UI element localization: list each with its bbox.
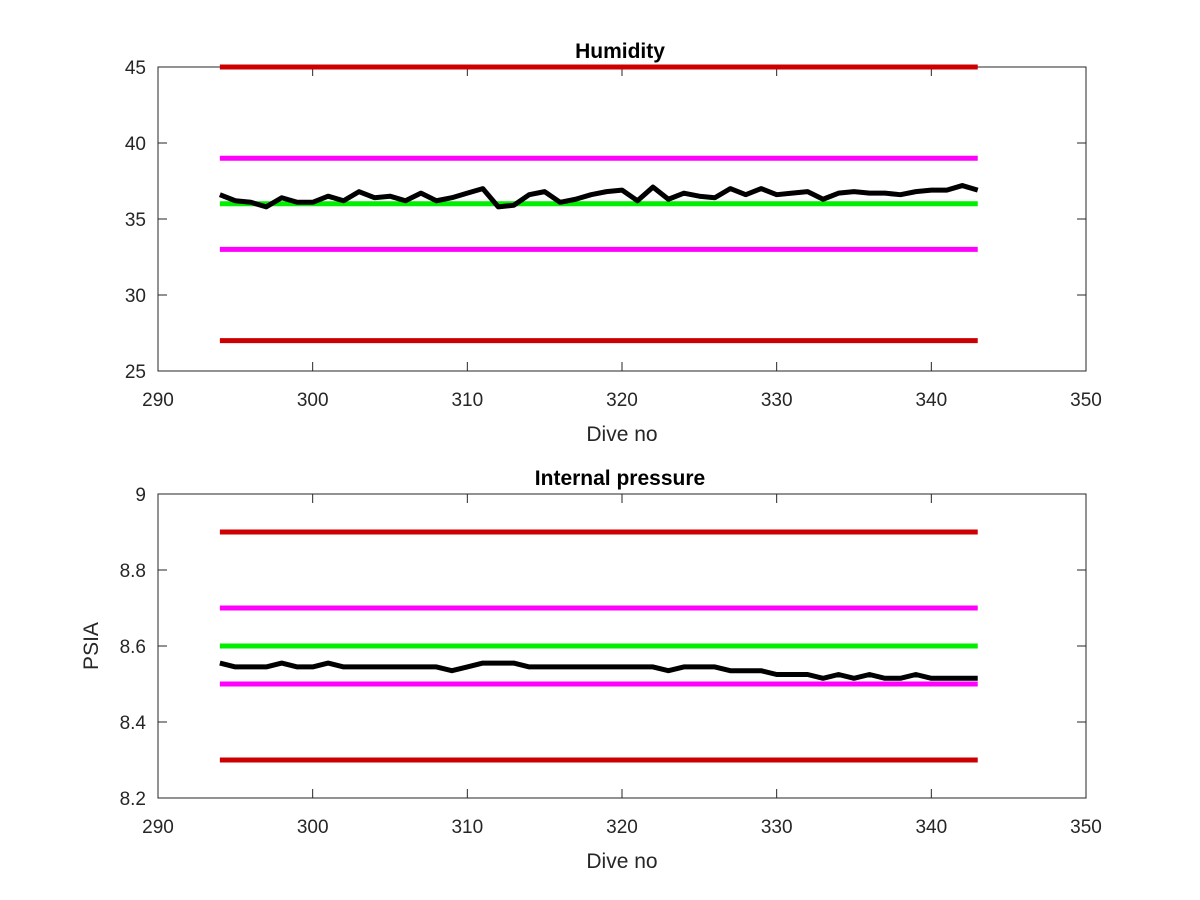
pressure-title: Internal pressure [535, 467, 705, 490]
pressure-x-tick-label: 330 [761, 817, 793, 838]
pressure-y-tick-label: 8.2 [120, 789, 146, 810]
pressure-x-tick-label: 320 [606, 817, 638, 838]
humidity-axes-box [157, 66, 1087, 372]
pressure-x-tick-label: 350 [1070, 817, 1102, 838]
pressure-y-tick-label: 8.4 [120, 713, 147, 734]
humidity-x-tick-label: 320 [606, 390, 638, 411]
humidity-y-tick-label: 45 [125, 58, 146, 79]
pressure-y-axis-label: PSIA [80, 622, 103, 670]
pressure-y-tick-label: 8.6 [120, 637, 146, 658]
pressure-x-tick-label: 340 [915, 817, 947, 838]
pressure-x-tick-label: 310 [451, 817, 483, 838]
humidity-x-tick-label: 300 [297, 390, 329, 411]
pressure-y-tick-label: 8.8 [120, 561, 146, 582]
internal-pressure-plot: 290 300 310 320 330 340 350 8.2 8.4 8.6 8.8 9 Intern… [80, 467, 1102, 873]
humidity-x-axis-label: Dive no [586, 423, 657, 446]
humidity-x-tick-label: 340 [915, 390, 947, 411]
humidity-x-tick-label: 350 [1070, 390, 1102, 411]
humidity-x-tick-label: 330 [761, 390, 793, 411]
humidity-y-tick-label: 35 [125, 210, 146, 231]
humidity-y-tick-label: 40 [125, 134, 146, 155]
humidity-data-series-line [218, 183, 979, 210]
humidity-y-tick-label: 25 [125, 362, 146, 383]
pressure-data-series-line [219, 660, 978, 681]
pressure-x-tick-label: 290 [142, 817, 174, 838]
humidity-y-tick-label: 30 [125, 286, 146, 307]
pressure-x-axis-label: Dive no [586, 850, 657, 873]
humidity-plot: 290 300 310 320 330 340 350 25 30 35 40 45 Humidity D… [125, 40, 1102, 446]
humidity-x-tick-label: 290 [142, 390, 174, 411]
humidity-x-tick-label: 310 [451, 390, 483, 411]
humidity-title: Humidity [575, 40, 665, 63]
pressure-x-tick-label: 300 [297, 817, 329, 838]
pressure-y-tick-label: 9 [135, 485, 146, 506]
